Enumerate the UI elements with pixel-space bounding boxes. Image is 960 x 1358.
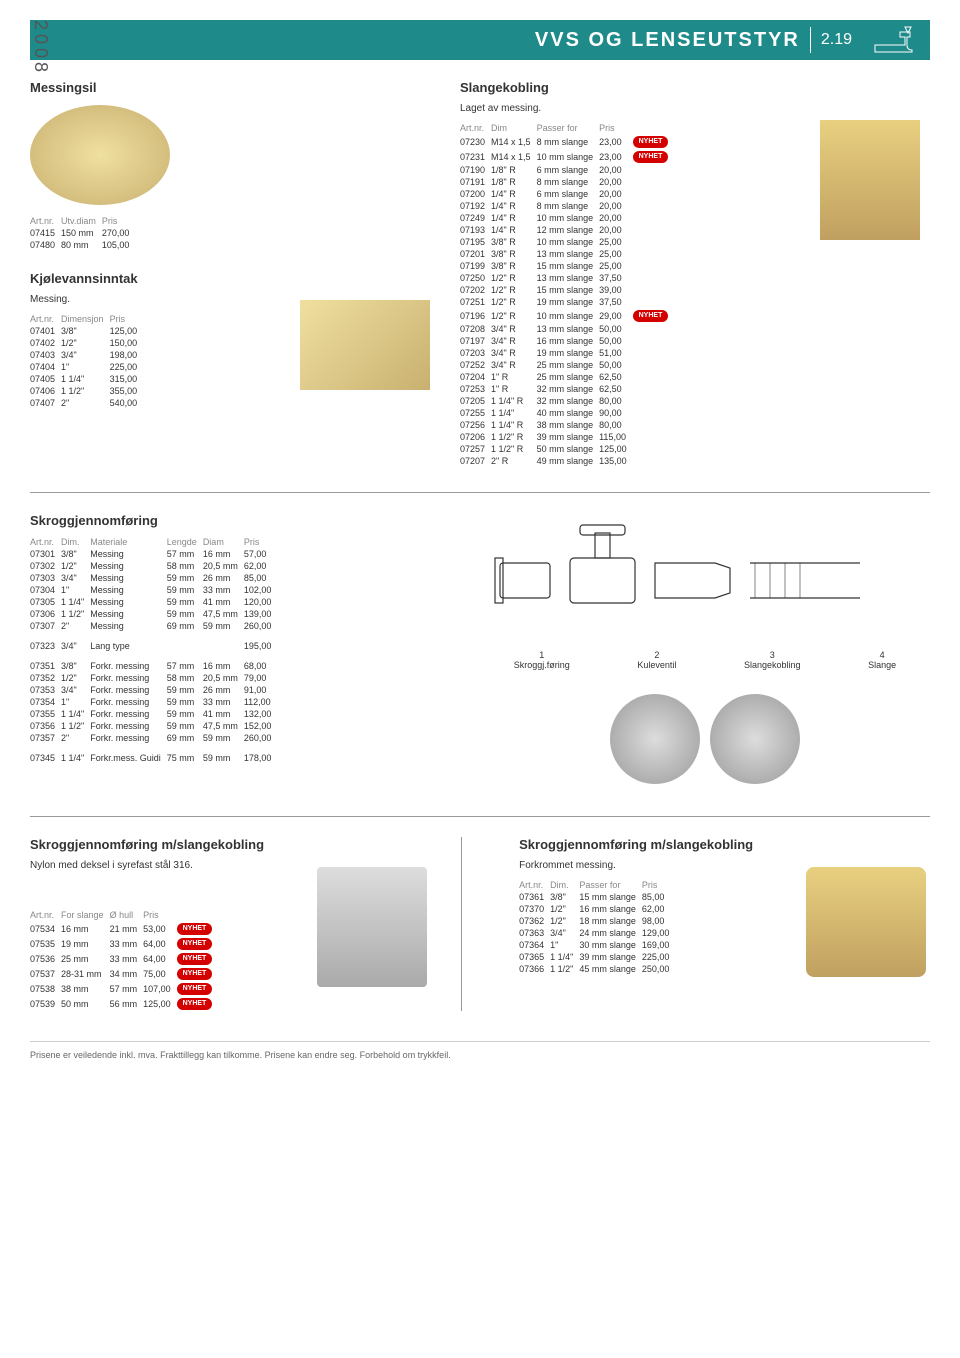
skrog-table: Art.nr.Dim.MaterialeLengdeDiamPris073013… [30,536,277,764]
page-header: VVS OG LENSEUTSTYR 2.19 [30,20,930,60]
faucet-icon [870,25,920,55]
thru-hull-image-1 [610,694,700,784]
diagram-labels: 1Skroggj.føring2Kuleventil3Slangekobling… [480,650,930,670]
header-number: 2.19 [810,27,862,53]
year-label: 2008 [30,20,51,76]
skrogslange2-table: Art.nr.Dim.Passer forPris073613/8"15 mm … [519,879,675,975]
thru-hull-image-2 [710,694,800,784]
skrogslange2-sub: Forkrommet messing. [519,860,786,871]
messingsil-title: Messingsil [30,80,280,95]
kjolevann-table: Art.nr.DimensjonPris074013/8"125,0007402… [30,313,143,409]
slangekobling-sub: Laget av messing. [460,103,800,114]
header-title: VVS OG LENSEUTSTYR [535,29,800,52]
skrog-title: Skroggjennomføring [30,513,460,528]
intake-image [300,300,430,390]
hose-fitting-image [820,120,920,240]
slangekobling-title: Slangekobling [460,80,800,95]
skrogslange1-title: Skroggjennomføring m/slangekobling [30,837,297,852]
skrogslange2-title: Skroggjennomføring m/slangekobling [519,837,786,852]
slangekobling-table: Art.nr.DimPasser forPris07230M14 x 1,58 … [460,122,674,467]
kjolevann-title: Kjølevannsinntak [30,271,280,286]
footer-text: Prisene er veiledende inkl. mva. Fraktti… [30,1041,930,1060]
chrome-fitting-image [806,867,926,977]
nylon-fitting-image [317,867,427,987]
skrogslange1-table: Art.nr.For slangeØ hullPris0753416 mm21 … [30,909,218,1011]
kjolevann-sub: Messing. [30,294,280,305]
assembly-diagram [480,513,880,643]
skrogslange1-sub: Nylon med deksel i syrefast stål 316. [30,860,297,871]
messingsil-table: Art.nr.Utv.diamPris07415150 mm270,000748… [30,215,135,251]
strainer-image [30,105,170,205]
